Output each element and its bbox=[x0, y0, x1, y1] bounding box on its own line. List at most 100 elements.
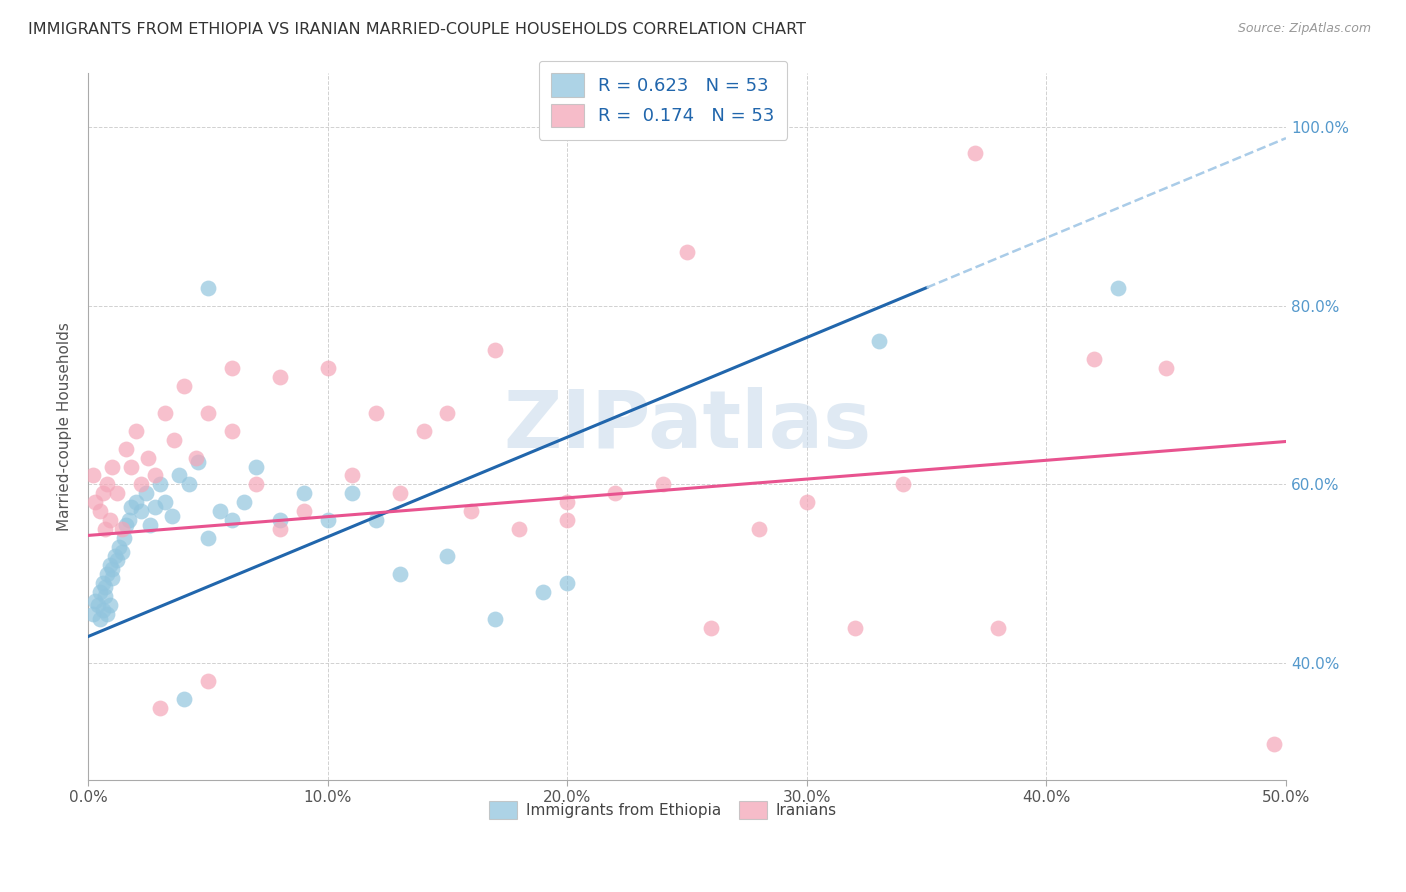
Point bbox=[118, 513, 141, 527]
Point bbox=[84, 495, 107, 509]
Point bbox=[676, 244, 699, 259]
Point bbox=[91, 575, 114, 590]
Point bbox=[87, 598, 110, 612]
Point bbox=[96, 566, 118, 581]
Point bbox=[868, 334, 890, 349]
Point bbox=[340, 486, 363, 500]
Point bbox=[96, 477, 118, 491]
Point bbox=[135, 486, 157, 500]
Point bbox=[98, 513, 121, 527]
Point bbox=[269, 370, 291, 384]
Point bbox=[531, 584, 554, 599]
Point bbox=[508, 522, 530, 536]
Point bbox=[316, 513, 339, 527]
Point bbox=[555, 513, 578, 527]
Point bbox=[364, 406, 387, 420]
Point bbox=[197, 674, 219, 689]
Point bbox=[143, 500, 166, 514]
Point bbox=[484, 343, 506, 358]
Point bbox=[1154, 361, 1177, 376]
Point bbox=[149, 477, 172, 491]
Point bbox=[143, 468, 166, 483]
Point bbox=[245, 477, 267, 491]
Point bbox=[163, 433, 186, 447]
Point bbox=[153, 406, 176, 420]
Point bbox=[101, 459, 124, 474]
Point bbox=[436, 549, 458, 563]
Text: Source: ZipAtlas.com: Source: ZipAtlas.com bbox=[1237, 22, 1371, 36]
Point bbox=[173, 692, 195, 706]
Point bbox=[316, 361, 339, 376]
Point bbox=[82, 468, 104, 483]
Y-axis label: Married-couple Households: Married-couple Households bbox=[58, 322, 72, 531]
Point bbox=[149, 701, 172, 715]
Point bbox=[167, 468, 190, 483]
Point bbox=[221, 424, 243, 438]
Point bbox=[160, 508, 183, 523]
Point bbox=[245, 459, 267, 474]
Point bbox=[91, 486, 114, 500]
Point bbox=[112, 531, 135, 545]
Point bbox=[555, 575, 578, 590]
Point bbox=[98, 598, 121, 612]
Point bbox=[1263, 737, 1285, 751]
Legend: Immigrants from Ethiopia, Iranians: Immigrants from Ethiopia, Iranians bbox=[484, 795, 844, 825]
Point bbox=[269, 522, 291, 536]
Point bbox=[89, 504, 111, 518]
Point bbox=[208, 504, 231, 518]
Point bbox=[184, 450, 207, 465]
Point bbox=[153, 495, 176, 509]
Point bbox=[115, 442, 138, 456]
Point bbox=[484, 612, 506, 626]
Point bbox=[96, 607, 118, 621]
Point bbox=[105, 553, 128, 567]
Point bbox=[103, 549, 125, 563]
Point bbox=[89, 612, 111, 626]
Point bbox=[101, 571, 124, 585]
Point bbox=[120, 459, 142, 474]
Point bbox=[987, 621, 1010, 635]
Point bbox=[94, 589, 117, 603]
Point bbox=[292, 486, 315, 500]
Point bbox=[1107, 280, 1129, 294]
Point bbox=[605, 486, 627, 500]
Point bbox=[105, 486, 128, 500]
Point bbox=[412, 424, 434, 438]
Point bbox=[963, 146, 986, 161]
Point bbox=[139, 517, 162, 532]
Point bbox=[748, 522, 770, 536]
Point bbox=[1083, 352, 1105, 367]
Point bbox=[844, 621, 866, 635]
Point bbox=[89, 584, 111, 599]
Text: IMMIGRANTS FROM ETHIOPIA VS IRANIAN MARRIED-COUPLE HOUSEHOLDS CORRELATION CHART: IMMIGRANTS FROM ETHIOPIA VS IRANIAN MARR… bbox=[28, 22, 806, 37]
Point bbox=[796, 495, 818, 509]
Point bbox=[292, 504, 315, 518]
Point bbox=[555, 495, 578, 509]
Point bbox=[197, 406, 219, 420]
Text: ZIPatlas: ZIPatlas bbox=[503, 387, 872, 466]
Point bbox=[173, 379, 195, 393]
Point bbox=[197, 531, 219, 545]
Point bbox=[197, 280, 219, 294]
Point bbox=[125, 495, 148, 509]
Point bbox=[460, 504, 482, 518]
Point bbox=[108, 540, 131, 554]
Point bbox=[340, 468, 363, 483]
Point bbox=[129, 477, 152, 491]
Point bbox=[91, 602, 114, 616]
Point bbox=[136, 450, 159, 465]
Point bbox=[111, 522, 134, 536]
Point bbox=[364, 513, 387, 527]
Point bbox=[94, 580, 117, 594]
Point bbox=[82, 607, 104, 621]
Point bbox=[269, 513, 291, 527]
Point bbox=[700, 621, 723, 635]
Point bbox=[98, 558, 121, 572]
Point bbox=[84, 593, 107, 607]
Point bbox=[129, 504, 152, 518]
Point bbox=[187, 455, 209, 469]
Point bbox=[652, 477, 675, 491]
Point bbox=[115, 517, 138, 532]
Point bbox=[891, 477, 914, 491]
Point bbox=[388, 486, 411, 500]
